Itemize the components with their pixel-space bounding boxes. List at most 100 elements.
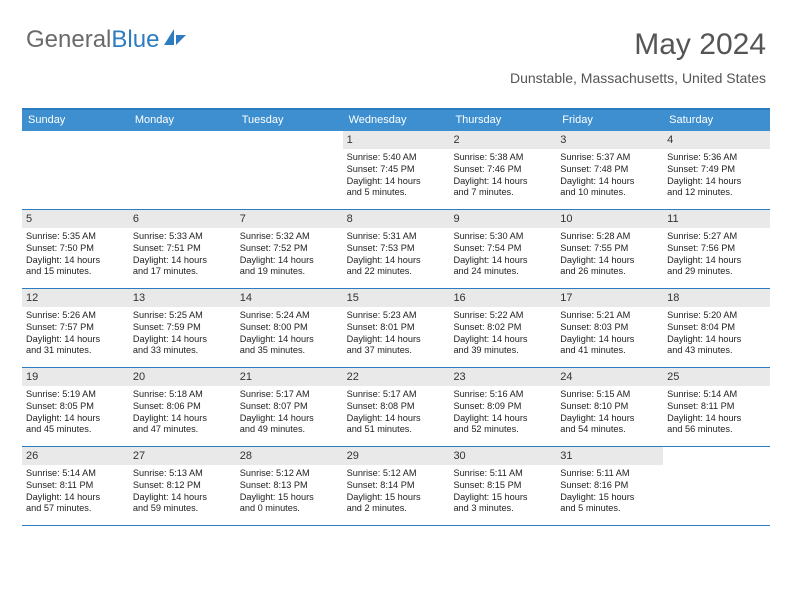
daylight2-text: and 15 minutes.: [26, 266, 125, 278]
daylight2-text: and 5 minutes.: [347, 187, 446, 199]
week-row: 19Sunrise: 5:19 AMSunset: 8:05 PMDayligh…: [22, 368, 770, 447]
weekday-header: Friday: [556, 110, 663, 131]
day-number: 5: [22, 210, 129, 228]
day-cell: 1Sunrise: 5:40 AMSunset: 7:45 PMDaylight…: [343, 131, 450, 209]
day-cell: 16Sunrise: 5:22 AMSunset: 8:02 PMDayligh…: [449, 289, 556, 367]
sunrise-text: Sunrise: 5:37 AM: [560, 152, 659, 164]
day-cell: 13Sunrise: 5:25 AMSunset: 7:59 PMDayligh…: [129, 289, 236, 367]
day-number: 19: [22, 368, 129, 386]
week-row: 1Sunrise: 5:40 AMSunset: 7:45 PMDaylight…: [22, 131, 770, 210]
sunrise-text: Sunrise: 5:16 AM: [453, 389, 552, 401]
day-number: 9: [449, 210, 556, 228]
sunset-text: Sunset: 8:12 PM: [133, 480, 232, 492]
weekday-header-row: Sunday Monday Tuesday Wednesday Thursday…: [22, 110, 770, 131]
sunset-text: Sunset: 8:14 PM: [347, 480, 446, 492]
sunrise-text: Sunrise: 5:17 AM: [240, 389, 339, 401]
day-cell: 20Sunrise: 5:18 AMSunset: 8:06 PMDayligh…: [129, 368, 236, 446]
sunset-text: Sunset: 8:02 PM: [453, 322, 552, 334]
sunrise-text: Sunrise: 5:17 AM: [347, 389, 446, 401]
daylight1-text: Daylight: 14 hours: [347, 334, 446, 346]
title-block: May 2024 Dunstable, Massachusetts, Unite…: [510, 28, 766, 86]
sunrise-text: Sunrise: 5:30 AM: [453, 231, 552, 243]
daylight2-text: and 59 minutes.: [133, 503, 232, 515]
weekday-header: Sunday: [22, 110, 129, 131]
daylight2-text: and 24 minutes.: [453, 266, 552, 278]
daylight1-text: Daylight: 14 hours: [560, 334, 659, 346]
sunset-text: Sunset: 8:08 PM: [347, 401, 446, 413]
day-cell: 17Sunrise: 5:21 AMSunset: 8:03 PMDayligh…: [556, 289, 663, 367]
day-cell: 6Sunrise: 5:33 AMSunset: 7:51 PMDaylight…: [129, 210, 236, 288]
day-number: 3: [556, 131, 663, 149]
daylight2-text: and 12 minutes.: [667, 187, 766, 199]
logo-sail-icon: [159, 26, 188, 54]
weekday-header: Tuesday: [236, 110, 343, 131]
sunset-text: Sunset: 7:54 PM: [453, 243, 552, 255]
sunset-text: Sunset: 7:55 PM: [560, 243, 659, 255]
day-number: 2: [449, 131, 556, 149]
day-cell: [129, 131, 236, 209]
logo-text-1: General: [26, 26, 111, 54]
daylight2-text: and 29 minutes.: [667, 266, 766, 278]
daylight1-text: Daylight: 15 hours: [240, 492, 339, 504]
daylight1-text: Daylight: 14 hours: [240, 334, 339, 346]
daylight1-text: Daylight: 14 hours: [560, 255, 659, 267]
day-number: 8: [343, 210, 450, 228]
daylight2-text: and 10 minutes.: [560, 187, 659, 199]
week-row: 12Sunrise: 5:26 AMSunset: 7:57 PMDayligh…: [22, 289, 770, 368]
week-row: 26Sunrise: 5:14 AMSunset: 8:11 PMDayligh…: [22, 447, 770, 526]
day-number: 17: [556, 289, 663, 307]
day-cell: 30Sunrise: 5:11 AMSunset: 8:15 PMDayligh…: [449, 447, 556, 525]
day-cell: 3Sunrise: 5:37 AMSunset: 7:48 PMDaylight…: [556, 131, 663, 209]
sunrise-text: Sunrise: 5:11 AM: [453, 468, 552, 480]
sunset-text: Sunset: 7:50 PM: [26, 243, 125, 255]
day-cell: 26Sunrise: 5:14 AMSunset: 8:11 PMDayligh…: [22, 447, 129, 525]
sunset-text: Sunset: 8:15 PM: [453, 480, 552, 492]
sunset-text: Sunset: 7:51 PM: [133, 243, 232, 255]
sunrise-text: Sunrise: 5:22 AM: [453, 310, 552, 322]
sunrise-text: Sunrise: 5:36 AM: [667, 152, 766, 164]
sunset-text: Sunset: 8:09 PM: [453, 401, 552, 413]
day-cell: 18Sunrise: 5:20 AMSunset: 8:04 PMDayligh…: [663, 289, 770, 367]
day-cell: 25Sunrise: 5:14 AMSunset: 8:11 PMDayligh…: [663, 368, 770, 446]
day-cell: 12Sunrise: 5:26 AMSunset: 7:57 PMDayligh…: [22, 289, 129, 367]
day-cell: 7Sunrise: 5:32 AMSunset: 7:52 PMDaylight…: [236, 210, 343, 288]
day-number: 31: [556, 447, 663, 465]
day-cell: 24Sunrise: 5:15 AMSunset: 8:10 PMDayligh…: [556, 368, 663, 446]
sunset-text: Sunset: 8:11 PM: [667, 401, 766, 413]
daylight1-text: Daylight: 14 hours: [133, 413, 232, 425]
sunset-text: Sunset: 7:49 PM: [667, 164, 766, 176]
daylight2-text: and 52 minutes.: [453, 424, 552, 436]
daylight2-text: and 31 minutes.: [26, 345, 125, 357]
day-cell: 9Sunrise: 5:30 AMSunset: 7:54 PMDaylight…: [449, 210, 556, 288]
sunset-text: Sunset: 8:07 PM: [240, 401, 339, 413]
day-number: 22: [343, 368, 450, 386]
day-cell: 5Sunrise: 5:35 AMSunset: 7:50 PMDaylight…: [22, 210, 129, 288]
day-cell: 4Sunrise: 5:36 AMSunset: 7:49 PMDaylight…: [663, 131, 770, 209]
sunrise-text: Sunrise: 5:35 AM: [26, 231, 125, 243]
daylight1-text: Daylight: 14 hours: [347, 176, 446, 188]
sunrise-text: Sunrise: 5:27 AM: [667, 231, 766, 243]
daylight1-text: Daylight: 14 hours: [240, 413, 339, 425]
daylight2-text: and 39 minutes.: [453, 345, 552, 357]
daylight1-text: Daylight: 14 hours: [347, 255, 446, 267]
sunrise-text: Sunrise: 5:33 AM: [133, 231, 232, 243]
day-cell: 15Sunrise: 5:23 AMSunset: 8:01 PMDayligh…: [343, 289, 450, 367]
weekday-header: Monday: [129, 110, 236, 131]
sunset-text: Sunset: 7:45 PM: [347, 164, 446, 176]
sunrise-text: Sunrise: 5:25 AM: [133, 310, 232, 322]
sunset-text: Sunset: 8:05 PM: [26, 401, 125, 413]
day-number: 25: [663, 368, 770, 386]
day-number: 28: [236, 447, 343, 465]
weekday-header: Saturday: [663, 110, 770, 131]
sunset-text: Sunset: 8:06 PM: [133, 401, 232, 413]
daylight1-text: Daylight: 14 hours: [667, 176, 766, 188]
daylight2-text: and 41 minutes.: [560, 345, 659, 357]
location-text: Dunstable, Massachusetts, United States: [510, 70, 766, 86]
sunset-text: Sunset: 8:13 PM: [240, 480, 339, 492]
daylight2-text: and 3 minutes.: [453, 503, 552, 515]
sunset-text: Sunset: 8:04 PM: [667, 322, 766, 334]
daylight2-text: and 19 minutes.: [240, 266, 339, 278]
daylight2-text: and 56 minutes.: [667, 424, 766, 436]
daylight1-text: Daylight: 14 hours: [26, 492, 125, 504]
sunset-text: Sunset: 7:56 PM: [667, 243, 766, 255]
